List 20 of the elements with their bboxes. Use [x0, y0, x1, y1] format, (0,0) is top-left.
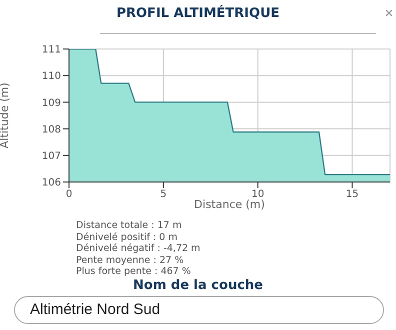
- text: Nom de la couche: [132, 278, 264, 293]
- x-tick-label: 5: [160, 189, 167, 200]
- x-tick-label: 10: [251, 189, 264, 200]
- y-tick-label: 107: [42, 150, 61, 162]
- y-tick-label: 108: [42, 124, 61, 136]
- text: Plus forte pente : 467 %: [76, 266, 191, 277]
- y-tick-label: 110: [42, 71, 61, 82]
- x-tick-label: 0: [66, 189, 72, 200]
- x-axis-title: Distance (m): [194, 198, 265, 211]
- text: Pente moyenne : 27 %: [76, 254, 184, 266]
- y-tick-label: 111: [42, 44, 61, 56]
- text: Dénivelé positif : 0 m: [76, 232, 178, 242]
- text: Distance totale : 17 m: [76, 220, 182, 231]
- text: Altimétrie Nord Sud: [30, 301, 160, 318]
- text: Dénivelé négatif : -4,72 m: [76, 243, 200, 254]
- y-axis-title: Altitude (m): [0, 82, 11, 148]
- y-tick-label: 106: [42, 178, 61, 189]
- y-tick-label: 109: [42, 98, 61, 109]
- x-tick-label: 15: [346, 189, 359, 200]
- chart-title: PROFIL ALTIMÉTRIQUE: [115, 6, 281, 21]
